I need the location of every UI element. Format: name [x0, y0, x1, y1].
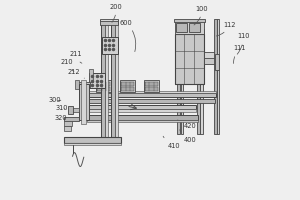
Bar — [79, 84, 89, 120]
Bar — [101, 21, 105, 144]
Bar — [176, 29, 204, 32]
Text: 420: 420 — [178, 120, 196, 129]
Bar — [145, 87, 158, 91]
Bar — [175, 34, 204, 84]
Bar — [74, 80, 79, 89]
Bar — [85, 91, 215, 93]
Text: 410: 410 — [163, 136, 180, 149]
Bar — [197, 27, 200, 134]
Bar — [100, 20, 118, 25]
Text: 300: 300 — [49, 97, 61, 103]
Text: 200: 200 — [110, 4, 123, 22]
Bar — [204, 56, 214, 64]
Bar — [64, 126, 70, 131]
Bar — [87, 109, 196, 112]
Text: 111: 111 — [233, 45, 246, 63]
Bar — [64, 121, 71, 126]
Bar — [175, 21, 204, 34]
Bar — [96, 80, 111, 92]
Bar — [98, 87, 110, 91]
Bar — [177, 27, 180, 134]
Text: 112: 112 — [216, 22, 236, 36]
Bar — [121, 82, 134, 86]
Bar — [89, 69, 93, 82]
Bar — [204, 52, 214, 58]
Text: 100: 100 — [194, 6, 208, 25]
Bar — [214, 54, 219, 70]
Text: 110: 110 — [237, 33, 250, 54]
Bar — [87, 120, 198, 122]
Bar — [181, 27, 183, 134]
Bar — [64, 137, 121, 143]
Bar — [102, 37, 118, 54]
Bar — [64, 143, 121, 145]
Bar — [176, 31, 204, 36]
Bar — [144, 80, 159, 92]
Bar — [98, 82, 110, 86]
Bar — [87, 99, 214, 103]
Text: 211: 211 — [69, 51, 82, 63]
Bar — [68, 106, 73, 114]
Bar — [121, 87, 134, 91]
Bar — [87, 115, 198, 120]
Bar — [105, 21, 108, 144]
Text: 310: 310 — [56, 105, 68, 111]
Bar — [87, 105, 196, 109]
Bar — [189, 23, 200, 32]
Bar — [71, 108, 80, 112]
Text: 320: 320 — [55, 115, 67, 121]
Bar — [200, 27, 203, 134]
Bar — [176, 23, 187, 32]
Text: 210: 210 — [61, 59, 74, 71]
Bar — [64, 117, 80, 121]
Bar — [100, 19, 118, 21]
Text: 400: 400 — [180, 130, 196, 143]
Bar — [82, 80, 86, 124]
Bar — [217, 19, 219, 134]
Bar — [174, 19, 205, 22]
Bar — [89, 73, 105, 88]
Bar — [77, 82, 90, 87]
Bar — [120, 80, 135, 92]
Bar — [145, 82, 158, 86]
Text: 212: 212 — [67, 69, 85, 78]
Text: 600: 600 — [120, 20, 136, 52]
Bar — [214, 19, 217, 134]
Bar — [115, 21, 118, 144]
Bar — [85, 93, 215, 97]
Bar — [111, 21, 115, 144]
